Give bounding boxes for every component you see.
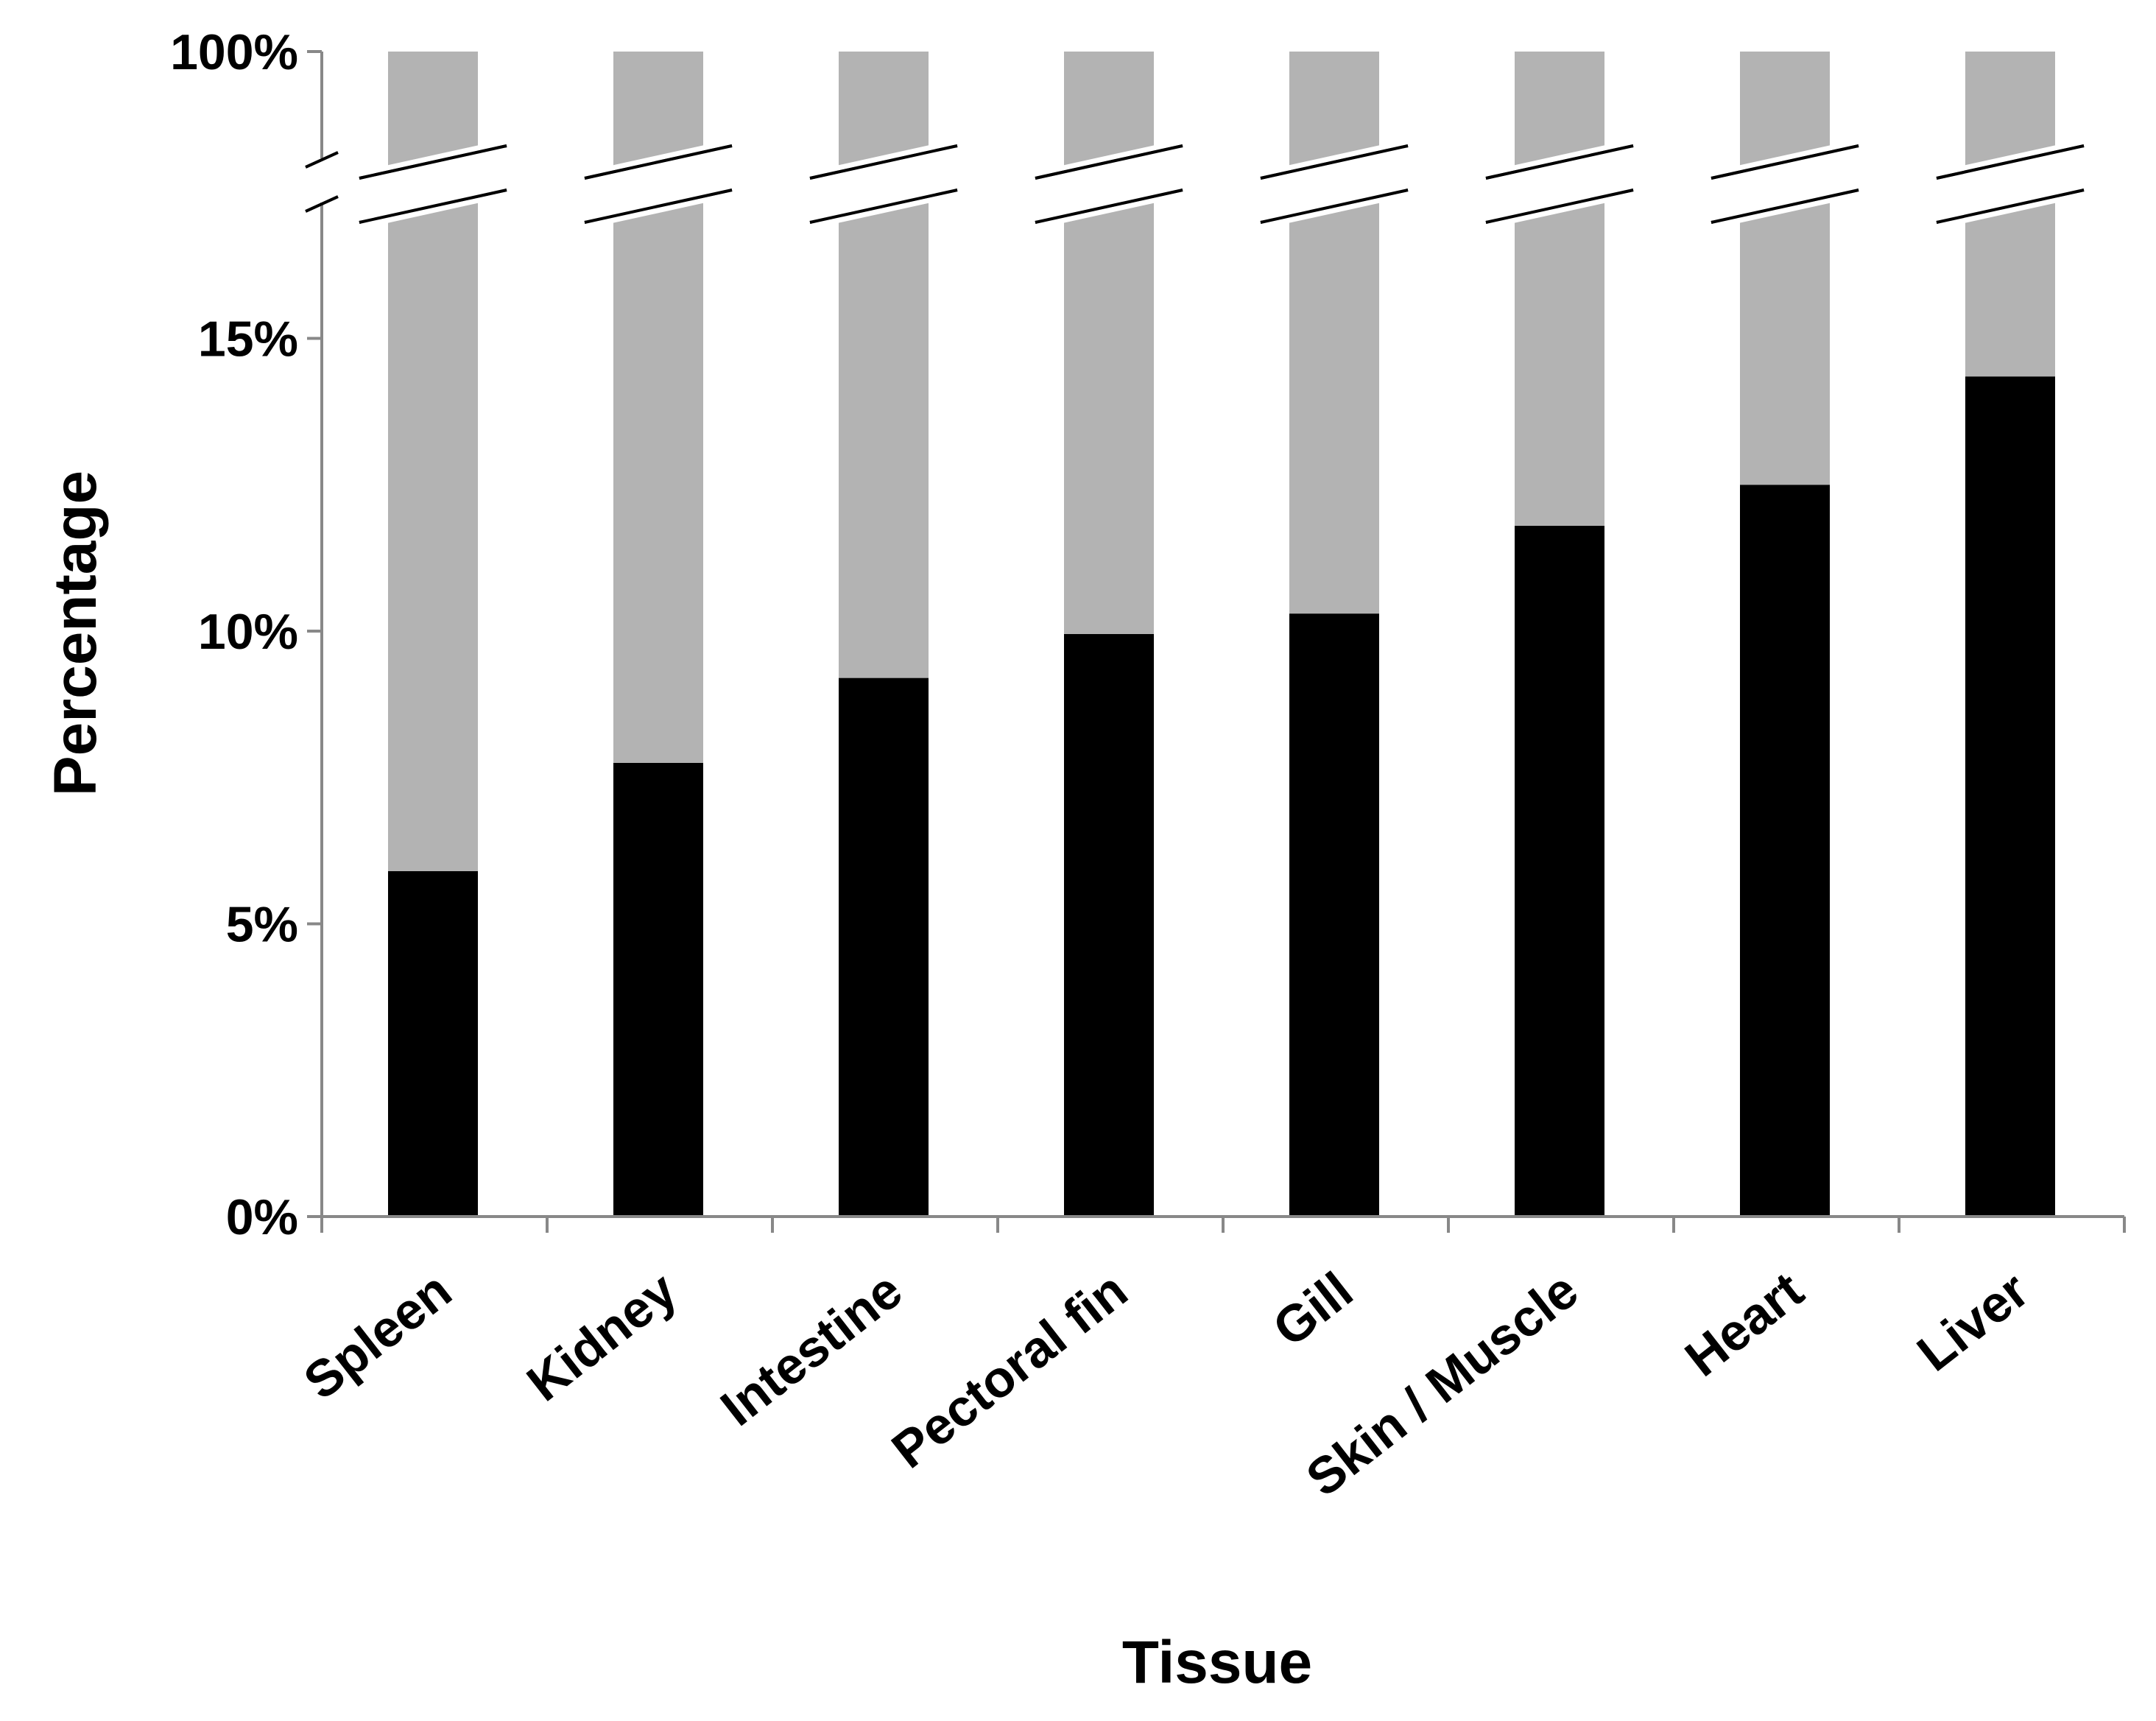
x-axis-title: Tissue — [1122, 1629, 1312, 1696]
y-tick-label-2: 10% — [198, 604, 298, 660]
bar-lower-3 — [1064, 634, 1154, 1217]
y-tick-label-1: 5% — [226, 897, 298, 953]
x-tick-label-1: Kidney — [516, 1261, 687, 1412]
y-axis-title: Percentage — [42, 471, 109, 796]
y-tick-label-3: 15% — [198, 312, 298, 367]
x-tick-label-3: Pectoral fin — [881, 1261, 1138, 1479]
x-tick-label-7: Liver — [1906, 1261, 2039, 1382]
bar-upper-5 — [1515, 52, 1604, 526]
x-tick-label-0: Spleen — [293, 1261, 462, 1410]
bars-layer — [388, 52, 2055, 1217]
bar-lower-0 — [388, 871, 478, 1217]
bar-lower-5 — [1515, 526, 1604, 1217]
bar-lower-1 — [613, 763, 703, 1217]
bar-lower-6 — [1740, 485, 1830, 1217]
bar-lower-2 — [839, 678, 929, 1217]
bar-lower-7 — [1965, 376, 2055, 1217]
x-tick-label-6: Heart — [1674, 1261, 1814, 1387]
x-tick-label-4: Gill — [1262, 1261, 1363, 1357]
bar-upper-3 — [1064, 52, 1154, 634]
y-tick-label-0: 0% — [226, 1189, 298, 1245]
bar-upper-6 — [1740, 52, 1830, 485]
bar-upper-2 — [839, 52, 929, 678]
bar-lower-4 — [1289, 613, 1379, 1217]
bar-upper-4 — [1289, 52, 1379, 613]
y-tick-label-4: 100% — [170, 24, 298, 80]
axes-layer — [306, 52, 2124, 1233]
x-tick-label-2: Intestine — [710, 1261, 912, 1437]
